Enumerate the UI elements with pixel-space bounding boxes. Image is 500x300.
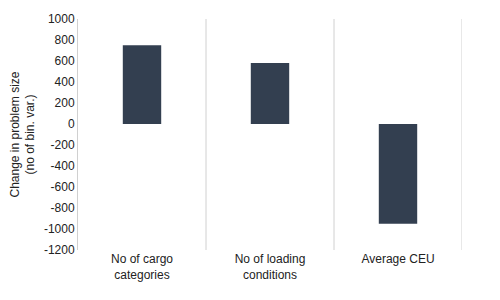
svg-text:1000: 1000 bbox=[48, 12, 75, 26]
svg-text:0: 0 bbox=[68, 117, 75, 131]
svg-text:-400: -400 bbox=[51, 159, 75, 173]
svg-text:600: 600 bbox=[55, 54, 75, 68]
svg-text:-1200: -1200 bbox=[44, 243, 75, 257]
svg-text:No of cargocategories: No of cargocategories bbox=[111, 252, 173, 282]
svg-text:Average CEU: Average CEU bbox=[361, 252, 434, 266]
svg-text:No of loadingconditions: No of loadingconditions bbox=[235, 252, 306, 282]
svg-text:-600: -600 bbox=[51, 180, 75, 194]
svg-text:800: 800 bbox=[55, 33, 75, 47]
svg-text:-1000: -1000 bbox=[44, 222, 75, 236]
svg-text:-200: -200 bbox=[51, 138, 75, 152]
svg-text:400: 400 bbox=[55, 75, 75, 89]
svg-text:200: 200 bbox=[55, 96, 75, 110]
svg-text:Change in problem size(no of b: Change in problem size(no of bin. var.) bbox=[8, 71, 38, 197]
svg-text:-800: -800 bbox=[51, 201, 75, 215]
